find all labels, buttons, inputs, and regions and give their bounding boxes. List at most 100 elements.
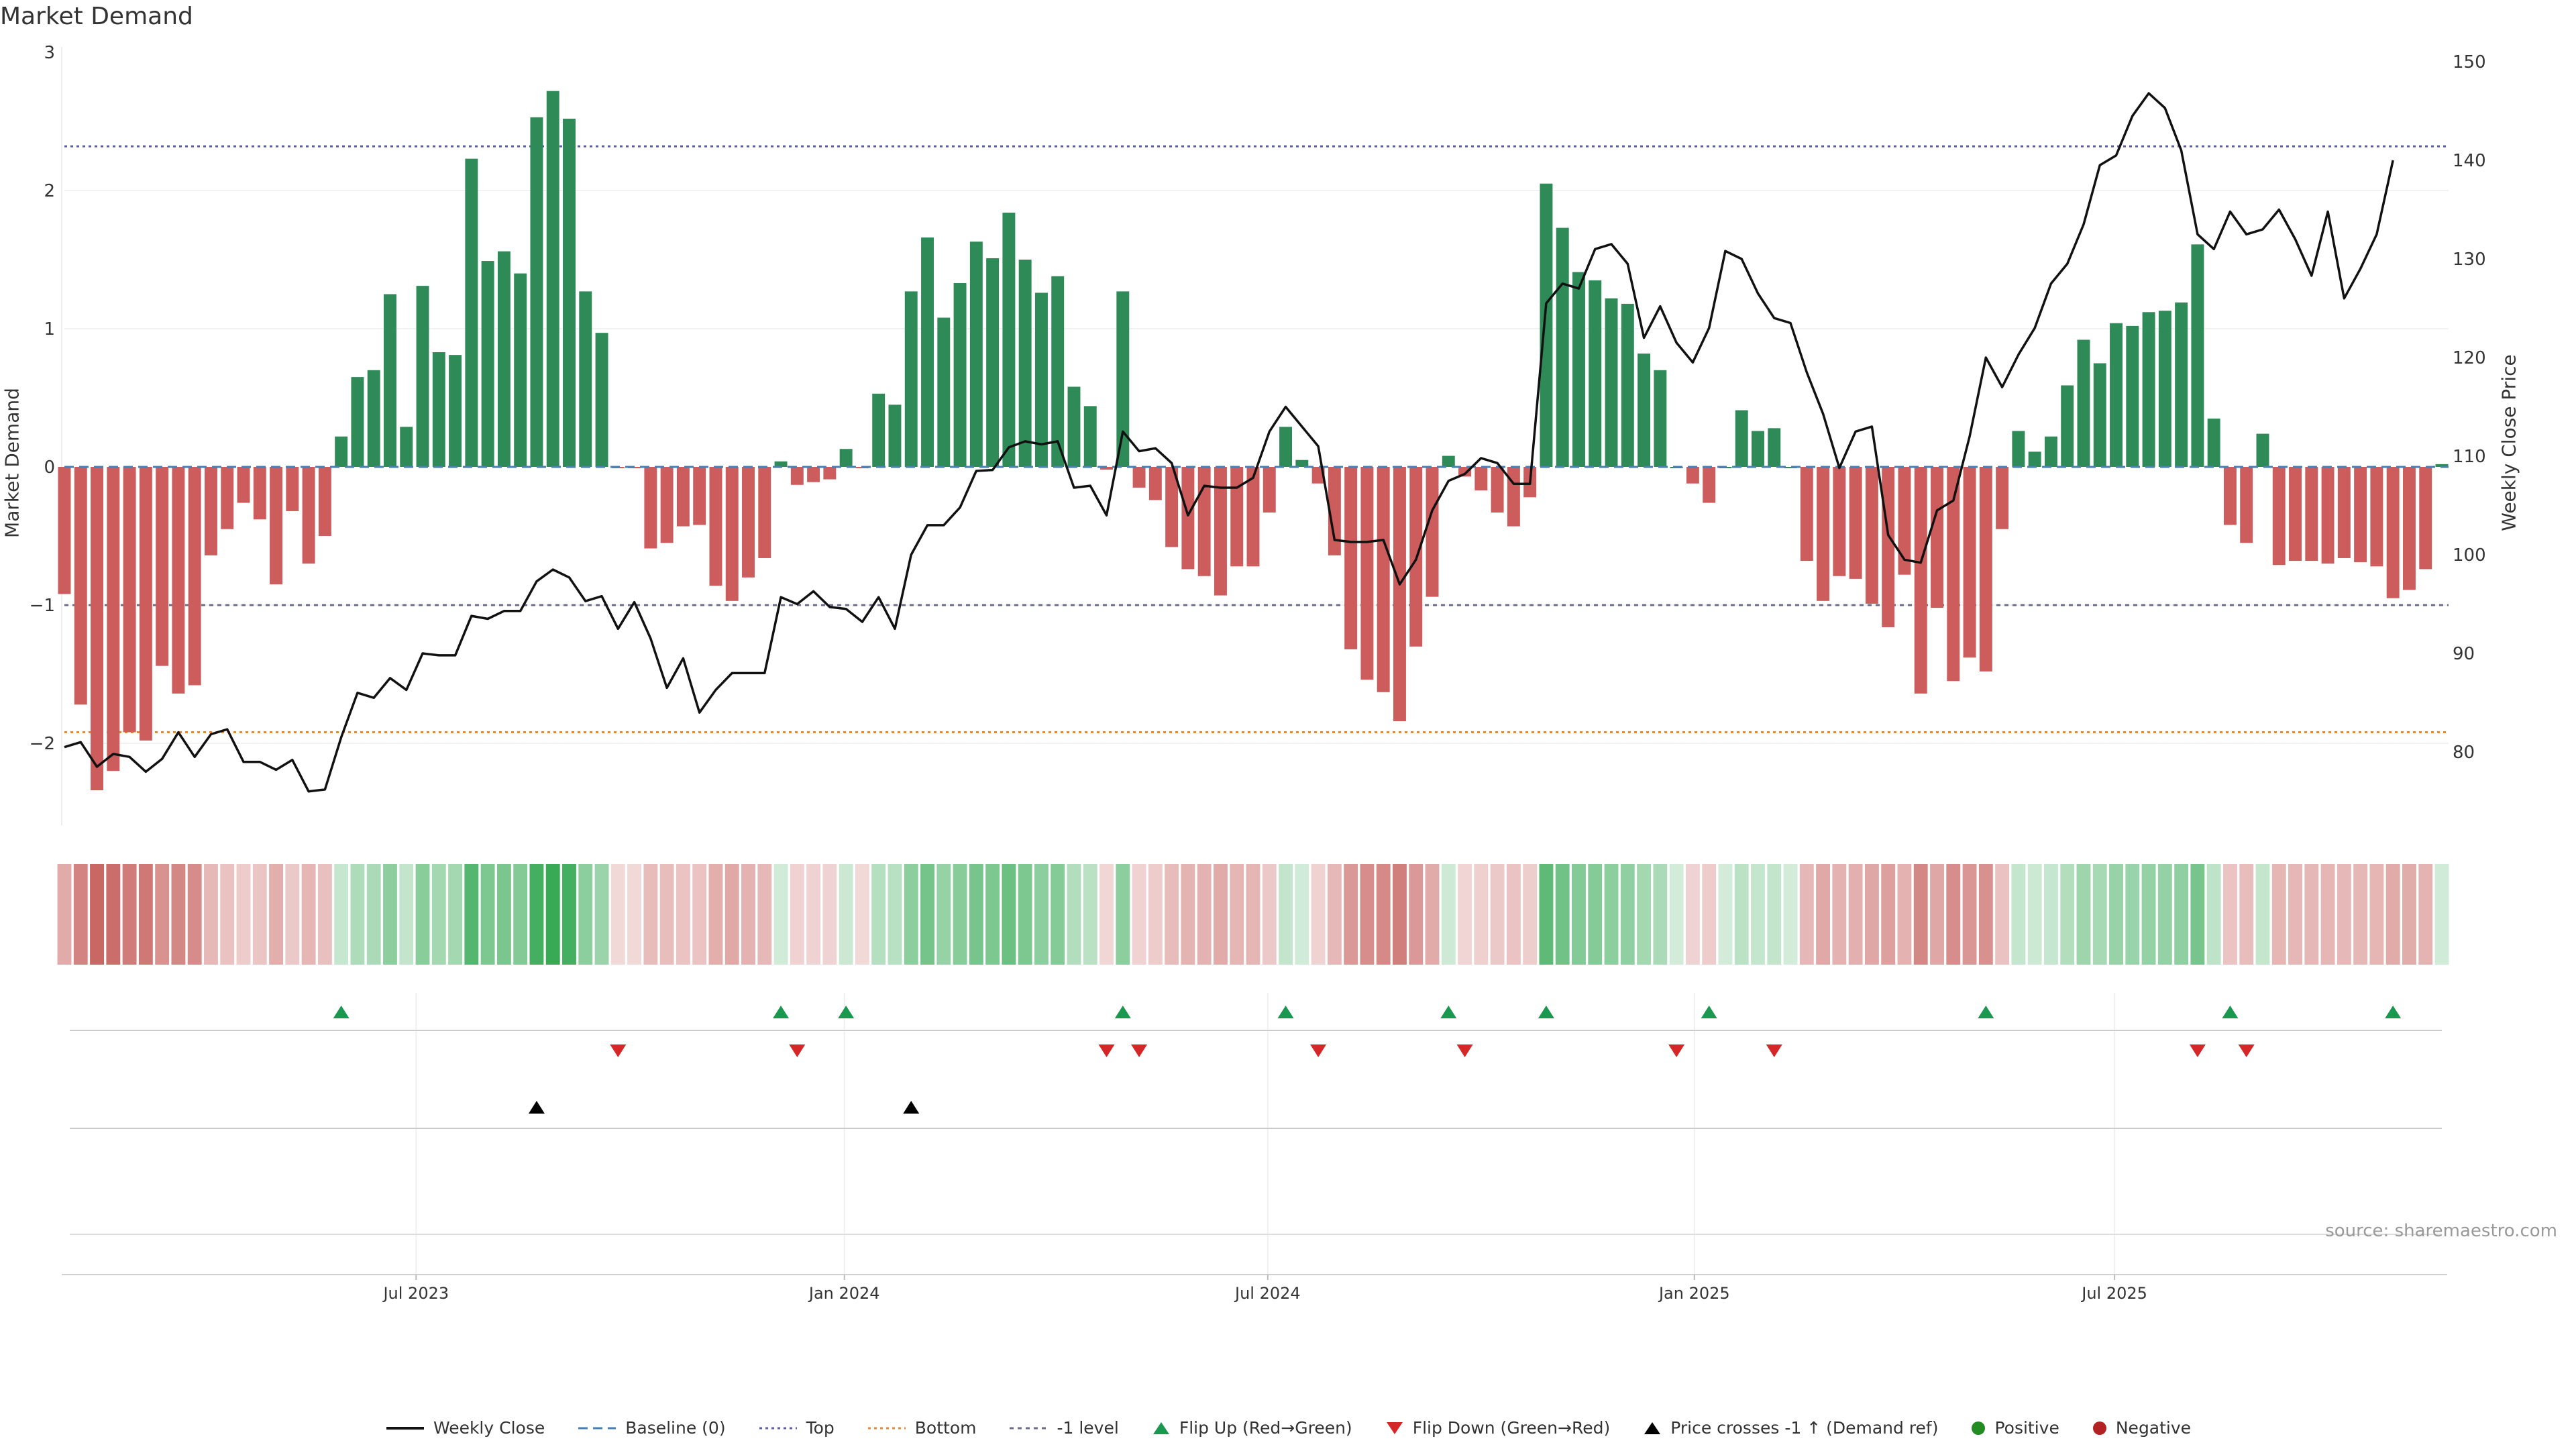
- heat-strip-cell: [1246, 864, 1260, 965]
- heat-strip-cell: [2223, 864, 2237, 965]
- legend-flip-up[interactable]: Flip Up (Red→Green): [1151, 1418, 1352, 1438]
- demand-bar: [1556, 227, 1569, 467]
- demand-bar: [384, 294, 396, 467]
- demand-bar: [91, 467, 104, 791]
- demand-bar: [270, 467, 283, 585]
- demand-bar: [286, 467, 299, 511]
- demand-bar: [1295, 460, 1309, 467]
- right-tick-label: 100: [2453, 545, 2486, 566]
- demand-bar: [660, 467, 674, 543]
- heat-strip-cell: [1393, 864, 1407, 965]
- demand-bar: [595, 333, 608, 467]
- demand-bar: [1083, 406, 1097, 467]
- heat-strip-cell: [676, 864, 690, 965]
- legend-label: -1 level: [1057, 1418, 1119, 1438]
- demand-bar: [1034, 292, 1048, 467]
- heat-strip-cell: [985, 864, 1000, 965]
- demand-bar: [530, 117, 543, 467]
- heat-strip-cell: [138, 864, 153, 965]
- heat-strip-cell: [1458, 864, 1472, 965]
- demand-bar: [546, 91, 559, 467]
- flip-down-marker: [1456, 1044, 1473, 1057]
- heat-strip-cell: [790, 864, 804, 965]
- demand-bar: [1817, 467, 1830, 601]
- heat-strip-cell: [2027, 864, 2042, 965]
- demand-bar: [644, 467, 657, 549]
- demand-bar: [2142, 312, 2155, 467]
- heat-strip-cell: [415, 864, 430, 965]
- demand-bar: [351, 377, 364, 467]
- demand-bar: [400, 427, 413, 467]
- heat-strip-cell: [1279, 864, 1293, 965]
- left-tick-label: 2: [44, 181, 55, 201]
- demand-bar: [1002, 212, 1016, 467]
- demand-bar: [2272, 467, 2286, 566]
- heat-strip-cell: [1604, 864, 1619, 965]
- demand-bar: [1393, 467, 1406, 722]
- legend-baseline[interactable]: Baseline (0): [577, 1418, 726, 1438]
- legend-label: Flip Up (Red→Green): [1179, 1418, 1352, 1438]
- legend-positive[interactable]: Positive: [1970, 1418, 2059, 1438]
- heat-strip-cell: [2190, 864, 2205, 965]
- demand-bar: [579, 291, 592, 467]
- legend-price-cross[interactable]: Price crosses -1 ↑ (Demand ref): [1642, 1418, 1938, 1438]
- demand-bar: [1621, 303, 1634, 467]
- heat-strip-cell: [1099, 864, 1114, 965]
- heat-strip-cell: [1832, 864, 1847, 965]
- heat-strip-cell: [57, 864, 72, 965]
- x-tick-label: Jul 2023: [382, 1284, 449, 1303]
- flip-up-marker: [1440, 1006, 1457, 1018]
- heat-strip-cell: [2304, 864, 2319, 965]
- heat-strip-cell: [1653, 864, 1668, 965]
- heat-strip-cell: [399, 864, 414, 965]
- heat-strip-cell: [236, 864, 251, 965]
- demand-bar: [367, 370, 380, 467]
- legend-top[interactable]: Top: [758, 1418, 835, 1438]
- legend-bottom[interactable]: Bottom: [867, 1418, 976, 1438]
- demand-bar: [1360, 467, 1374, 680]
- legend-label: Weekly Close: [433, 1418, 545, 1438]
- demand-bar: [237, 467, 250, 503]
- heat-strip-cell: [1555, 864, 1570, 965]
- demand-bar: [1165, 467, 1179, 547]
- heat-strip-cell: [431, 864, 446, 965]
- heat-strip-cell: [1132, 864, 1146, 965]
- right-tick-label: 130: [2453, 250, 2486, 270]
- heat-strip-cell: [627, 864, 642, 965]
- heat-strip-cell: [2206, 864, 2221, 965]
- heat-strip-cell: [220, 864, 235, 965]
- heat-strip-cell: [1262, 864, 1277, 965]
- price-cross-marker: [528, 1101, 545, 1114]
- demand-bar: [790, 467, 804, 485]
- demand-bar: [253, 467, 266, 520]
- heat-strip-cell: [1344, 864, 1358, 965]
- heat-strip-cell: [2092, 864, 2107, 965]
- heat-strip-cell: [73, 864, 88, 965]
- legend-flip-down[interactable]: Flip Down (Green→Red): [1385, 1418, 1611, 1438]
- heat-strip-cell: [594, 864, 609, 965]
- legend-label: Flip Down (Green→Red): [1412, 1418, 1611, 1438]
- heat-strip-cell: [513, 864, 528, 965]
- legend-negative[interactable]: Negative: [2092, 1418, 2191, 1438]
- demand-bar: [1442, 455, 1455, 467]
- dot-green-icon: [1972, 1421, 1986, 1435]
- demand-bar: [725, 467, 739, 601]
- heat-strip-cell: [1897, 864, 1912, 965]
- demand-bar: [1328, 467, 1341, 555]
- heat-strip-cell: [1799, 864, 1814, 965]
- demand-bar: [302, 467, 315, 564]
- demand-bar: [2207, 418, 2220, 467]
- legend-label: Top: [806, 1418, 835, 1438]
- legend-minus1[interactable]: -1 level: [1008, 1418, 1119, 1438]
- demand-bar: [1686, 467, 1699, 484]
- demand-bar: [1703, 467, 1716, 503]
- heat-strip-cell: [936, 864, 951, 965]
- heat-strip-cell: [204, 864, 218, 965]
- heat-strip-cell: [1376, 864, 1391, 965]
- legend-weekly-close[interactable]: Weekly Close: [385, 1418, 545, 1438]
- heat-strip-cell: [578, 864, 593, 965]
- heat-strip-cell: [1913, 864, 1928, 965]
- heat-strip-cell: [1783, 864, 1798, 965]
- demand-bar: [107, 467, 120, 771]
